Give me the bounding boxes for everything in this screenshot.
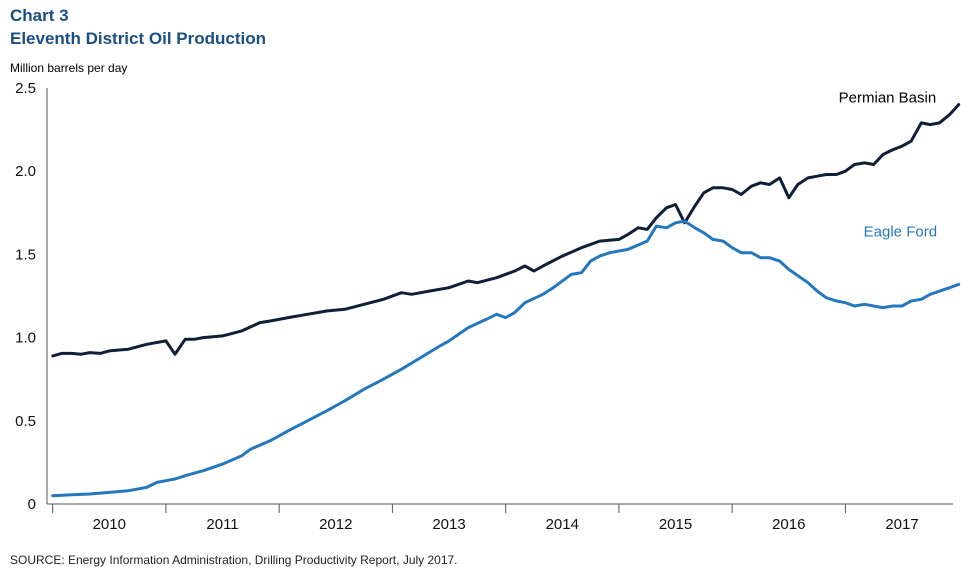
chart-number: Chart 3 xyxy=(10,6,69,25)
x-tick-label: 2016 xyxy=(772,516,805,533)
series-line-eagle-ford xyxy=(51,219,961,498)
x-tick-label: 2011 xyxy=(206,516,238,533)
series-labels: Permian Basin Eagle Ford xyxy=(839,90,937,241)
chart-title: Eleventh District Oil Production xyxy=(10,29,266,48)
y-axis-unit-label: Million barrels per day xyxy=(10,61,128,75)
x-tick-label: 2012 xyxy=(319,516,352,533)
y-tick-label: 1.0 xyxy=(15,330,36,347)
x-tick-label: 2015 xyxy=(659,516,692,533)
y-tick-label: 2.5 xyxy=(15,80,36,97)
series-label: Eagle Ford xyxy=(864,223,937,240)
series-lines xyxy=(51,103,961,498)
x-tick-label: 2014 xyxy=(546,516,579,533)
y-tick-label: 2.0 xyxy=(15,163,36,180)
x-axis: 2010 2011 2012 2013 2014 2015 2016 2017 xyxy=(46,88,953,533)
series-line-permian-basin xyxy=(51,103,961,358)
x-tick-label: 2013 xyxy=(432,516,465,533)
y-tick-label: 1.5 xyxy=(15,246,36,263)
x-tick-label: 2010 xyxy=(93,516,126,533)
y-axis: 0 0.5 1.0 1.5 2.0 2.5 xyxy=(15,80,36,513)
y-tick-label: 0.5 xyxy=(15,413,36,430)
x-tick-label: 2017 xyxy=(885,516,918,533)
y-tick-label: 0 xyxy=(28,496,36,513)
series-label: Permian Basin xyxy=(839,90,937,107)
source-note: SOURCE: Energy Information Administratio… xyxy=(10,553,458,567)
